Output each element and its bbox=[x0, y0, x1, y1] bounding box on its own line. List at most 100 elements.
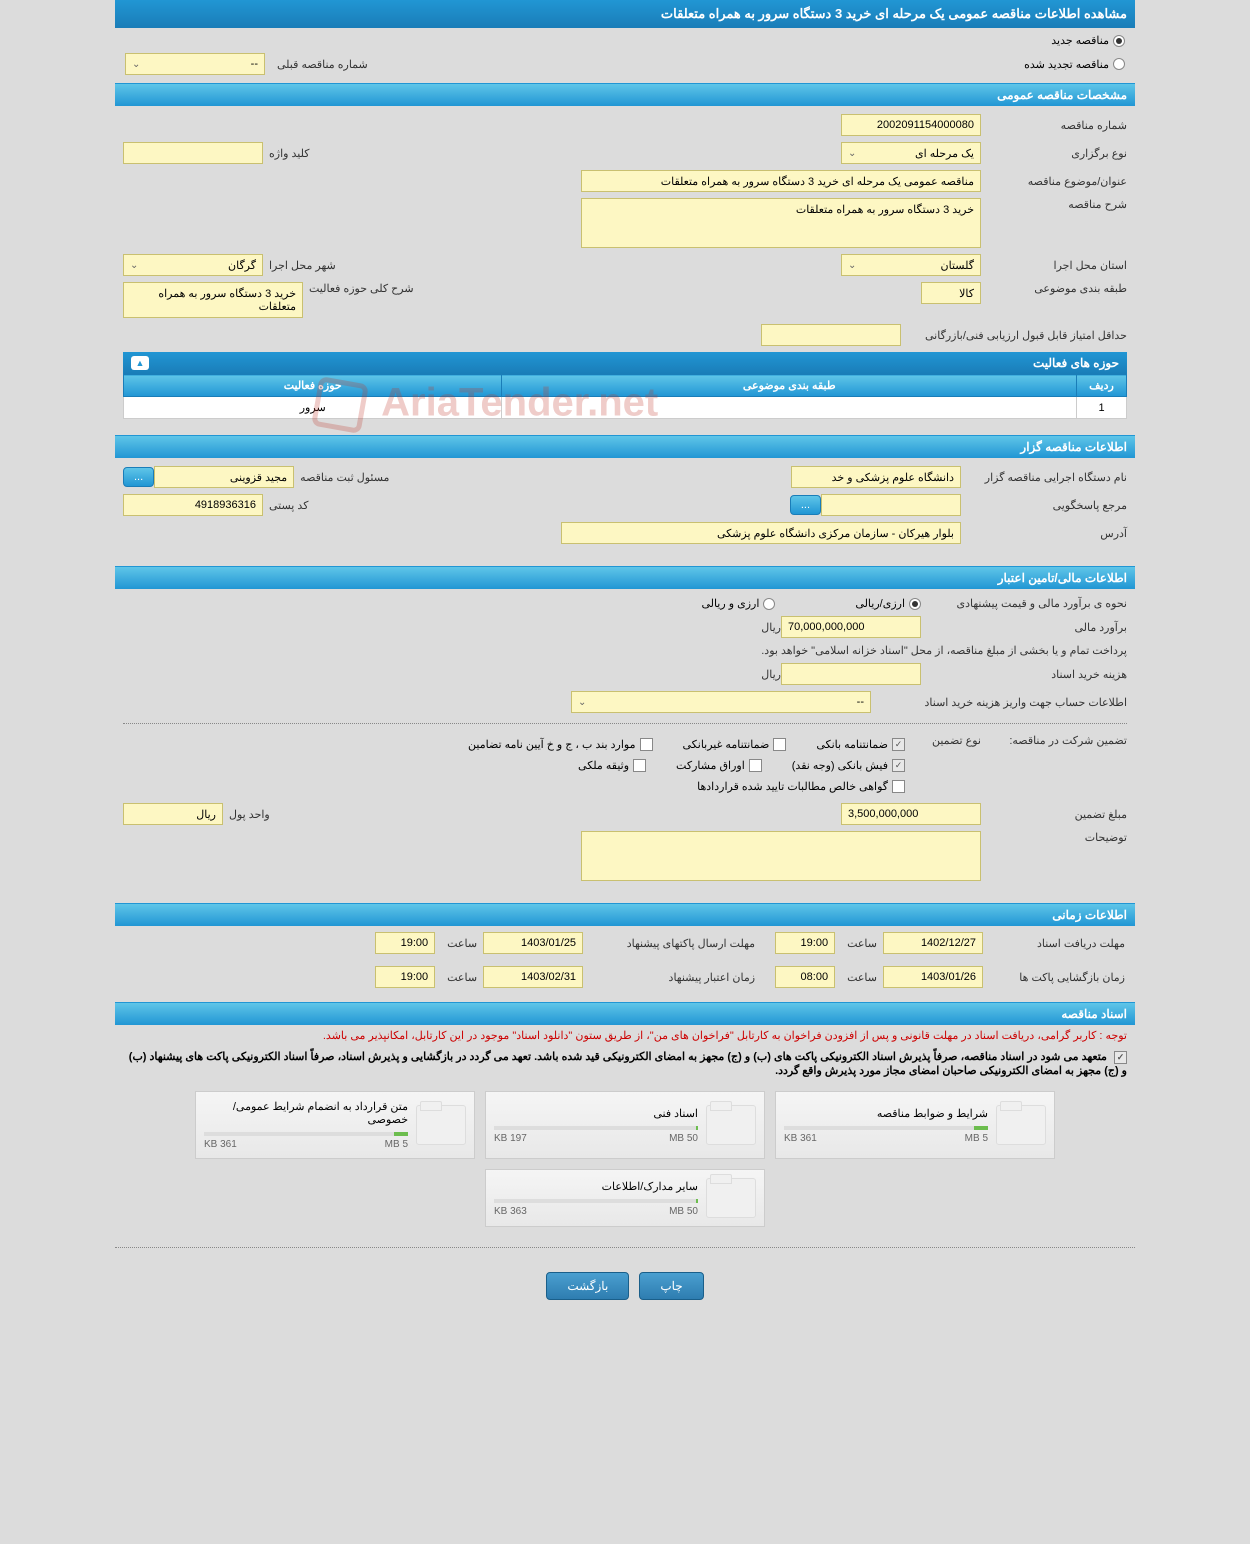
validity-date: 1403/02/31 bbox=[483, 966, 583, 988]
time-label-4: ساعت bbox=[447, 971, 477, 984]
dots-button-2[interactable]: ... bbox=[790, 495, 821, 515]
checkbox-icon: ✓ bbox=[1114, 1051, 1127, 1064]
chevron-down-icon: ⌄ bbox=[578, 697, 586, 708]
keyword-label: کلید واژه bbox=[269, 147, 309, 160]
separator-bottom bbox=[115, 1247, 1135, 1248]
chk-securities[interactable]: اوراق مشارکت bbox=[676, 759, 762, 772]
dots-button-1[interactable]: ... bbox=[123, 467, 154, 487]
radio-icon bbox=[763, 598, 775, 610]
opening-date: 1403/01/26 bbox=[883, 966, 983, 988]
doc-card[interactable]: سایر مدارک/اطلاعات 50 MB363 KB bbox=[485, 1169, 765, 1227]
activity-table-section: حوزه های فعالیت ▲ ردیف طبقه بندی موضوعی … bbox=[123, 352, 1127, 419]
radio-rial[interactable]: ارزی/ریالی bbox=[855, 597, 921, 610]
type-select[interactable]: یک مرحله ای ⌄ bbox=[841, 142, 981, 164]
folder-icon bbox=[706, 1178, 756, 1218]
chevron-down-icon: ⌄ bbox=[848, 260, 856, 271]
button-row: چاپ بازگشت bbox=[115, 1258, 1135, 1314]
submit-deadline-date: 1403/01/25 bbox=[483, 932, 583, 954]
submit-deadline-time: 19:00 bbox=[375, 932, 435, 954]
chk-bankslip[interactable]: ✓ فیش بانکی (وجه نقد) bbox=[792, 759, 905, 772]
submit-deadline-label: مهلت ارسال پاکتهای پیشنهاد bbox=[595, 937, 755, 950]
col-category: طبقه بندی موضوعی bbox=[502, 375, 1077, 397]
radio-renewed-tender[interactable]: مناقصه تجدید شده bbox=[1024, 58, 1125, 71]
doc-fee-field[interactable] bbox=[781, 663, 921, 685]
desc-field: خرید 3 دستگاه سرور به همراه متعلقات bbox=[581, 198, 981, 248]
guarantee-checkbox-group: ✓ ضمانتنامه بانکی ضمانتنامه غیربانکی موا… bbox=[123, 734, 905, 755]
radio-icon bbox=[909, 598, 921, 610]
validity-time: 19:00 bbox=[375, 966, 435, 988]
tender-number-field: 2002091154000080 bbox=[841, 114, 981, 136]
postal-label: کد پستی bbox=[269, 499, 308, 512]
registrar-label: مسئول ثبت مناقصه bbox=[300, 471, 389, 484]
print-button[interactable]: چاپ bbox=[639, 1272, 703, 1300]
section-general-header: مشخصات مناقصه عمومی bbox=[115, 83, 1135, 106]
doc-fee-label: هزینه خرید اسناد bbox=[927, 668, 1127, 681]
desc-label: شرح مناقصه bbox=[987, 198, 1127, 211]
doc-card[interactable]: متن قرارداد به انضمام شرایط عمومی/خصوصی … bbox=[195, 1091, 475, 1159]
city-select[interactable]: گرگان ⌄ bbox=[123, 254, 263, 276]
chk-nonbank[interactable]: ضمانتنامه غیربانکی bbox=[683, 738, 787, 751]
currency-label: ریال bbox=[761, 621, 781, 634]
doc-title: سایر مدارک/اطلاعات bbox=[494, 1180, 698, 1193]
radio-icon bbox=[1113, 35, 1125, 47]
doc-deadline-date: 1402/12/27 bbox=[883, 932, 983, 954]
chevron-down-icon: ⌄ bbox=[130, 260, 138, 271]
remarks-field[interactable] bbox=[581, 831, 981, 881]
category-field: کالا bbox=[921, 282, 981, 304]
checkbox-icon bbox=[749, 759, 762, 772]
note-black: ✓ متعهد می شود در اسناد مناقصه، صرفاً پذ… bbox=[115, 1046, 1135, 1081]
min-score-label: حداقل امتیاز قابل قبول ارزیابی فنی/بازرگ… bbox=[907, 329, 1127, 342]
doc-card[interactable]: اسناد فنی 50 MB197 KB bbox=[485, 1091, 765, 1159]
table-row: 1 سرور bbox=[124, 397, 1127, 419]
guarantee-checkbox-group-2: ✓ فیش بانکی (وجه نقد) اوراق مشارکت وثیقه… bbox=[123, 755, 905, 776]
col-field: حوزه فعالیت bbox=[124, 375, 502, 397]
doc-title: شرایط و ضوابط مناقصه bbox=[784, 1107, 988, 1120]
organizer-content: نام دستگاه اجرایی مناقصه گزار دانشگاه عل… bbox=[115, 458, 1135, 558]
currency-unit-field: ریال bbox=[123, 803, 223, 825]
collapse-button[interactable]: ▲ bbox=[131, 356, 149, 370]
category-label: طبقه بندی موضوعی bbox=[987, 282, 1127, 295]
postal-field: 4918936316 bbox=[123, 494, 263, 516]
chk-bank[interactable]: ✓ ضمانتنامه بانکی bbox=[816, 738, 905, 751]
radio-new-tender[interactable]: مناقصه جدید bbox=[1051, 34, 1125, 47]
page-title: مشاهده اطلاعات مناقصه عمومی یک مرحله ای … bbox=[661, 6, 1127, 21]
radio-both[interactable]: ارزی و ریالی bbox=[701, 597, 775, 610]
contact-field[interactable] bbox=[821, 494, 961, 516]
time-label: ساعت bbox=[847, 937, 877, 950]
time-label-2: ساعت bbox=[447, 937, 477, 950]
chk-certificate[interactable]: گواهی خالص مطالبات تایید شده قراردادها bbox=[697, 780, 905, 793]
progress-bar bbox=[204, 1132, 408, 1136]
activity-field-value: خرید 3 دستگاه سرور به همراه متعلقات bbox=[123, 282, 303, 318]
progress-bar bbox=[494, 1199, 698, 1203]
province-select[interactable]: گلستان ⌄ bbox=[841, 254, 981, 276]
prev-number-label: شماره مناقصه قبلی bbox=[277, 58, 368, 71]
checkbox-icon bbox=[633, 759, 646, 772]
progress-bar bbox=[494, 1126, 698, 1130]
remarks-label: توضیحات bbox=[987, 831, 1127, 844]
back-button[interactable]: بازگشت bbox=[546, 1272, 629, 1300]
prev-number-select[interactable]: -- ⌄ bbox=[125, 53, 265, 75]
registrar-field: مجید قزوینی bbox=[154, 466, 294, 488]
org-field: دانشگاه علوم پزشکی و خد bbox=[791, 466, 961, 488]
doc-title: اسناد فنی bbox=[494, 1107, 698, 1120]
account-select[interactable]: -- ⌄ bbox=[571, 691, 871, 713]
timing-row-2: زمان بازگشایی پاکت ها 1403/01/26 ساعت 08… bbox=[115, 960, 1135, 994]
address-label: آدرس bbox=[967, 527, 1127, 540]
chk-property[interactable]: وثیقه ملکی bbox=[578, 759, 646, 772]
folder-icon bbox=[416, 1105, 466, 1145]
opening-time: 08:00 bbox=[775, 966, 835, 988]
opening-label: زمان بازگشایی پاکت ها bbox=[995, 971, 1125, 984]
doc-card[interactable]: شرایط و ضوابط مناقصه 5 MB361 KB bbox=[775, 1091, 1055, 1159]
doc-deadline-label: مهلت دریافت اسناد bbox=[995, 937, 1125, 950]
activity-table-header: حوزه های فعالیت ▲ bbox=[123, 352, 1127, 374]
min-score-field[interactable] bbox=[761, 324, 901, 346]
timing-row-1: مهلت دریافت اسناد 1402/12/27 ساعت 19:00 … bbox=[115, 926, 1135, 960]
keyword-field[interactable] bbox=[123, 142, 263, 164]
general-content: شماره مناقصه 2002091154000080 نوع برگزار… bbox=[115, 106, 1135, 427]
progress-bar bbox=[784, 1126, 988, 1130]
radio-icon bbox=[1113, 58, 1125, 70]
doc-title: متن قرارداد به انضمام شرایط عمومی/خصوصی bbox=[204, 1100, 408, 1126]
section-organizer-header: اطلاعات مناقصه گزار bbox=[115, 435, 1135, 458]
chk-bylaw[interactable]: موارد بند ب ، ج و خ آیین نامه تضامین bbox=[468, 738, 652, 751]
account-label: اطلاعات حساب جهت واریز هزینه خرید اسناد bbox=[877, 696, 1127, 709]
